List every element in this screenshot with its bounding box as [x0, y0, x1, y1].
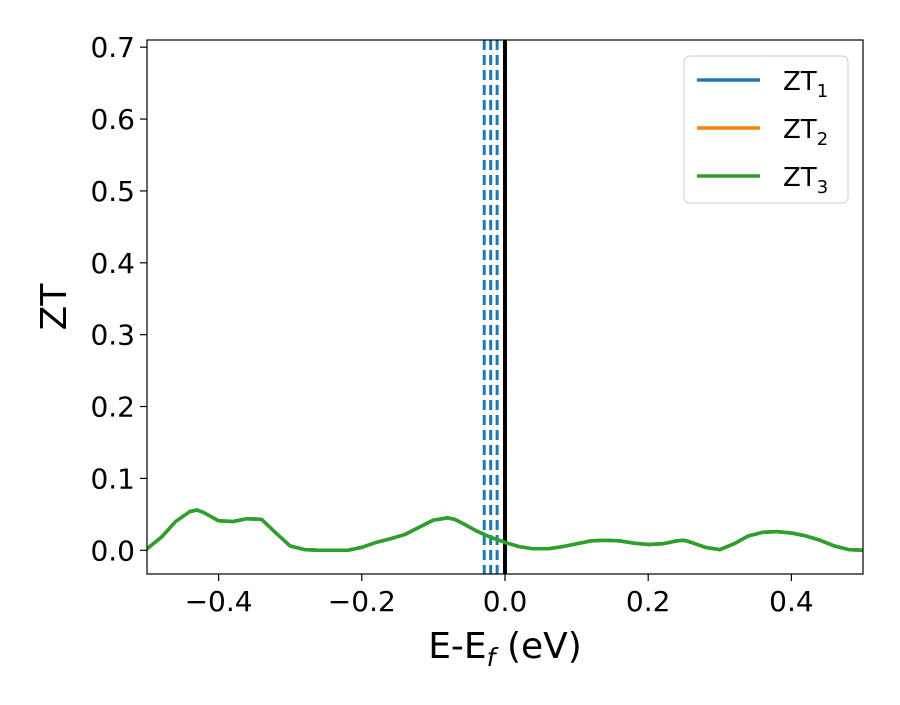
vertical-lines — [482, 40, 507, 574]
y-axis-label: ZT — [34, 283, 75, 331]
y-tick-label: 0.4 — [90, 247, 135, 280]
y-tick-label: 0.1 — [90, 462, 135, 495]
legend-label-3: ZT3 — [783, 163, 828, 198]
y-axis-ticks: 0.0 0.1 0.2 0.3 0.4 0.5 0.6 0.7 — [90, 31, 147, 567]
legend-box — [683, 55, 849, 204]
series-lines — [147, 508, 863, 553]
x-tick-label: 0.4 — [769, 585, 814, 618]
x-tick-label: 0.0 — [483, 585, 528, 618]
y-tick-label: 0.5 — [90, 175, 135, 208]
legend-label-1: ZT1 — [783, 67, 828, 102]
y-tick-label: 0.2 — [90, 391, 135, 424]
x-tick-label: −0.4 — [185, 585, 253, 618]
x-axis-label: E-Ef (eV) — [428, 626, 582, 672]
x-axis-ticks: −0.4 −0.2 0.0 0.2 0.4 — [185, 574, 814, 618]
x-tick-label: 0.2 — [626, 585, 671, 618]
y-tick-label: 0.0 — [90, 534, 135, 567]
y-tick-label: 0.3 — [90, 319, 135, 352]
y-tick-label: 0.6 — [90, 103, 135, 136]
y-tick-label: 0.7 — [90, 31, 135, 64]
legend-label-2: ZT2 — [783, 115, 828, 150]
series-line-3 — [147, 508, 863, 553]
x-tick-label: −0.2 — [328, 585, 396, 618]
legend: ZT1 ZT2 ZT3 — [683, 55, 849, 204]
